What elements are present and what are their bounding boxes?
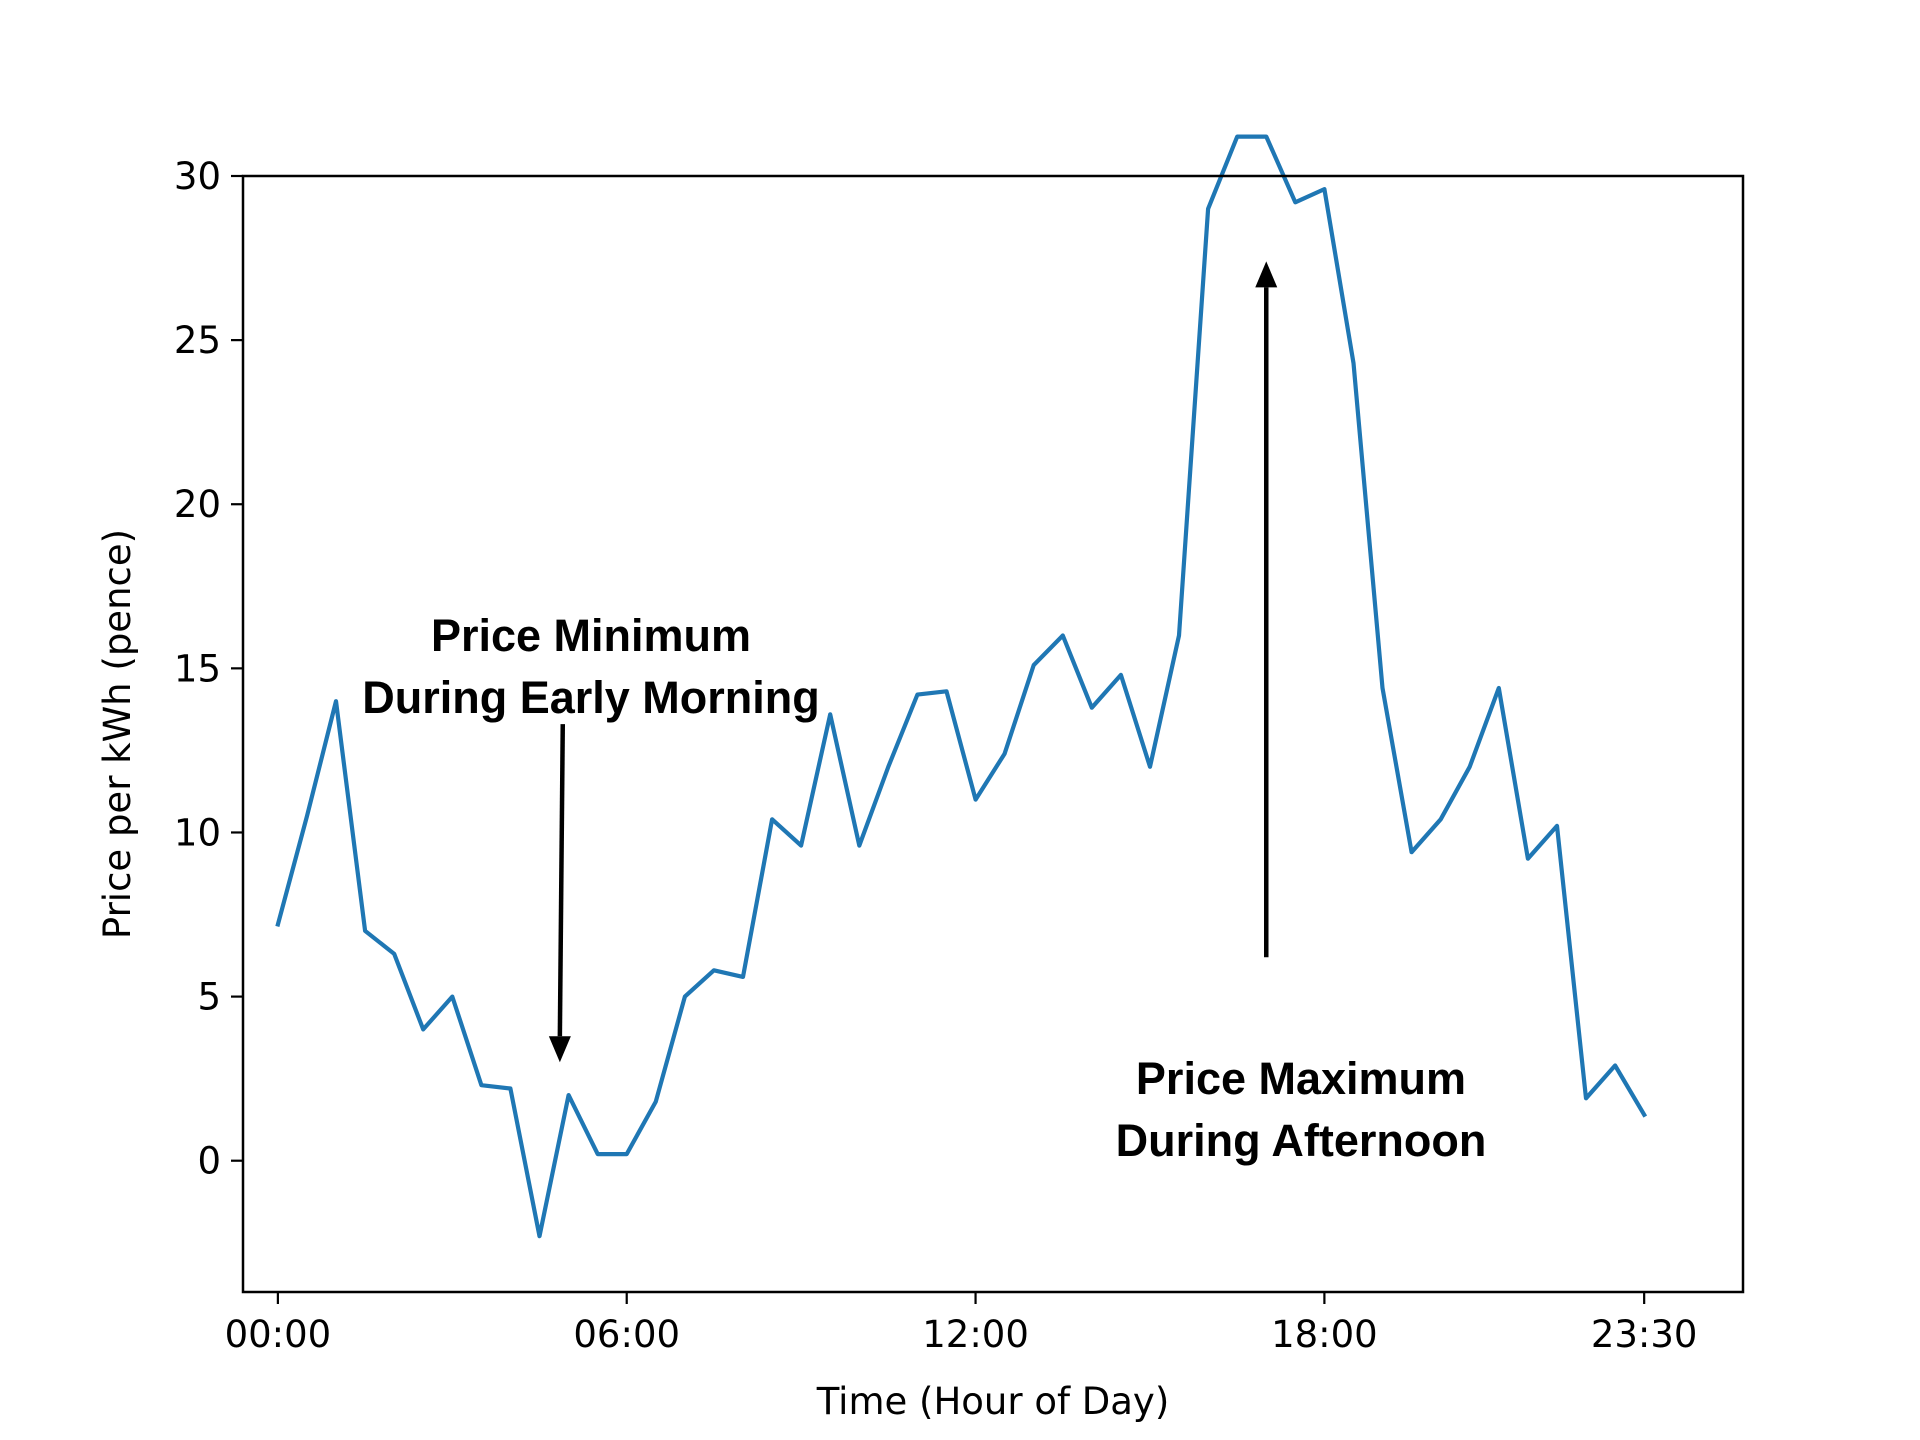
axes-layer: 00:00 06:00 12:00 18:00 23:30 0 5 10 15 20 25 30 (174, 155, 1745, 1356)
x-tick-label: 23:30 (1591, 1313, 1698, 1356)
plot-area (243, 176, 1743, 1292)
annotation-min-line-1: Price Minimum (431, 610, 751, 661)
x-tick-label: 12:00 (922, 1313, 1029, 1356)
x-tick-label: 18:00 (1271, 1313, 1378, 1356)
y-axis-label: Price per kWh (pence) (96, 529, 139, 939)
x-tick-label: 00:00 (225, 1313, 332, 1356)
x-axis-label: Time (Hour of Day) (816, 1380, 1170, 1423)
y-tick-label: 10 (174, 811, 221, 854)
annotation-arrowhead-1 (1255, 261, 1278, 288)
y-tick-label: 30 (174, 155, 221, 198)
annotation-max-line-2: During Afternoon (1116, 1115, 1487, 1166)
annotation-layer: Price Minimum During Early Morning Price… (362, 261, 1486, 1166)
annotation-arrowhead-0 (548, 1036, 571, 1063)
series-line-0 (275, 134, 1648, 1239)
y-tick-label: 20 (174, 483, 221, 526)
x-tick-label: 06:00 (573, 1313, 680, 1356)
y-tick-label: 0 (197, 1140, 221, 1183)
series-layer (275, 134, 1648, 1239)
y-tick-label: 5 (197, 976, 221, 1019)
y-tick-label: 15 (174, 647, 221, 690)
annotation-max-line-1: Price Maximum (1136, 1053, 1466, 1104)
y-tick-label: 25 (174, 319, 221, 362)
annotation-arrow-shaft-0 (557, 724, 566, 1037)
axes-frame (241, 174, 1745, 1294)
annotation-min-line-2: During Early Morning (362, 672, 820, 723)
